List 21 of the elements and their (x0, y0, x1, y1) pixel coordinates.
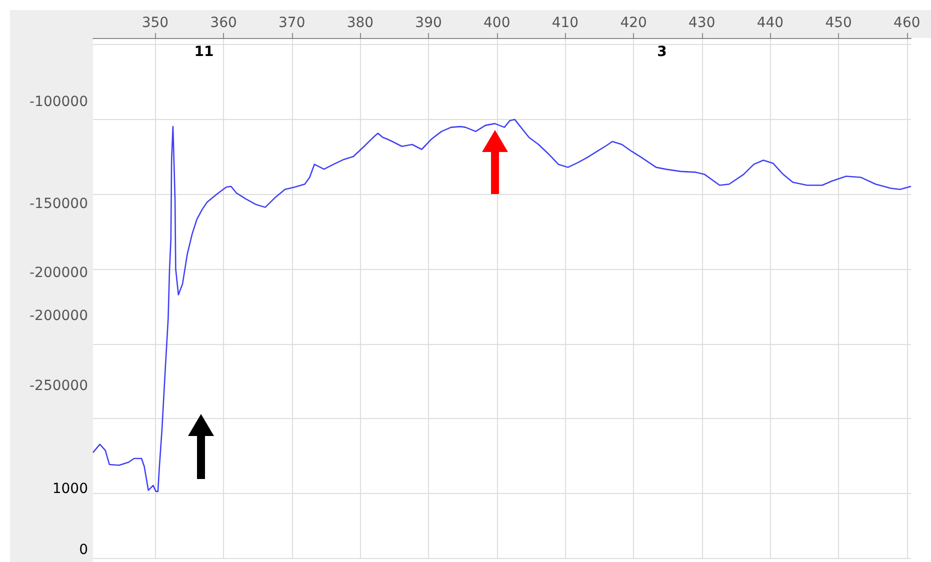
text: -200000 (30, 265, 88, 281)
text: 1000 (52, 481, 88, 497)
text: -150000 (30, 196, 88, 212)
text: 3 (657, 44, 667, 60)
text: -100000 (30, 94, 88, 110)
x-tick-label: 430 (688, 15, 716, 31)
x-tick-label: 420 (620, 15, 647, 31)
x-tick-label: 460 (894, 15, 920, 31)
x-tick-label: 370 (278, 15, 306, 31)
x-tick-label: 360 (210, 15, 237, 31)
x-tick-label: 350 (142, 15, 169, 31)
x-tick-label: 400 (484, 15, 510, 31)
text: 11 (194, 44, 214, 60)
x-tick-label: 450 (825, 15, 852, 31)
x-tick-label: 410 (552, 15, 579, 31)
x-tick-label: 440 (756, 15, 784, 31)
text: 0 (79, 542, 88, 558)
x-tick-label: 380 (346, 15, 374, 31)
text: -250000 (30, 378, 88, 394)
text: -200000 (30, 308, 88, 324)
x-tick-label: 390 (415, 15, 442, 31)
